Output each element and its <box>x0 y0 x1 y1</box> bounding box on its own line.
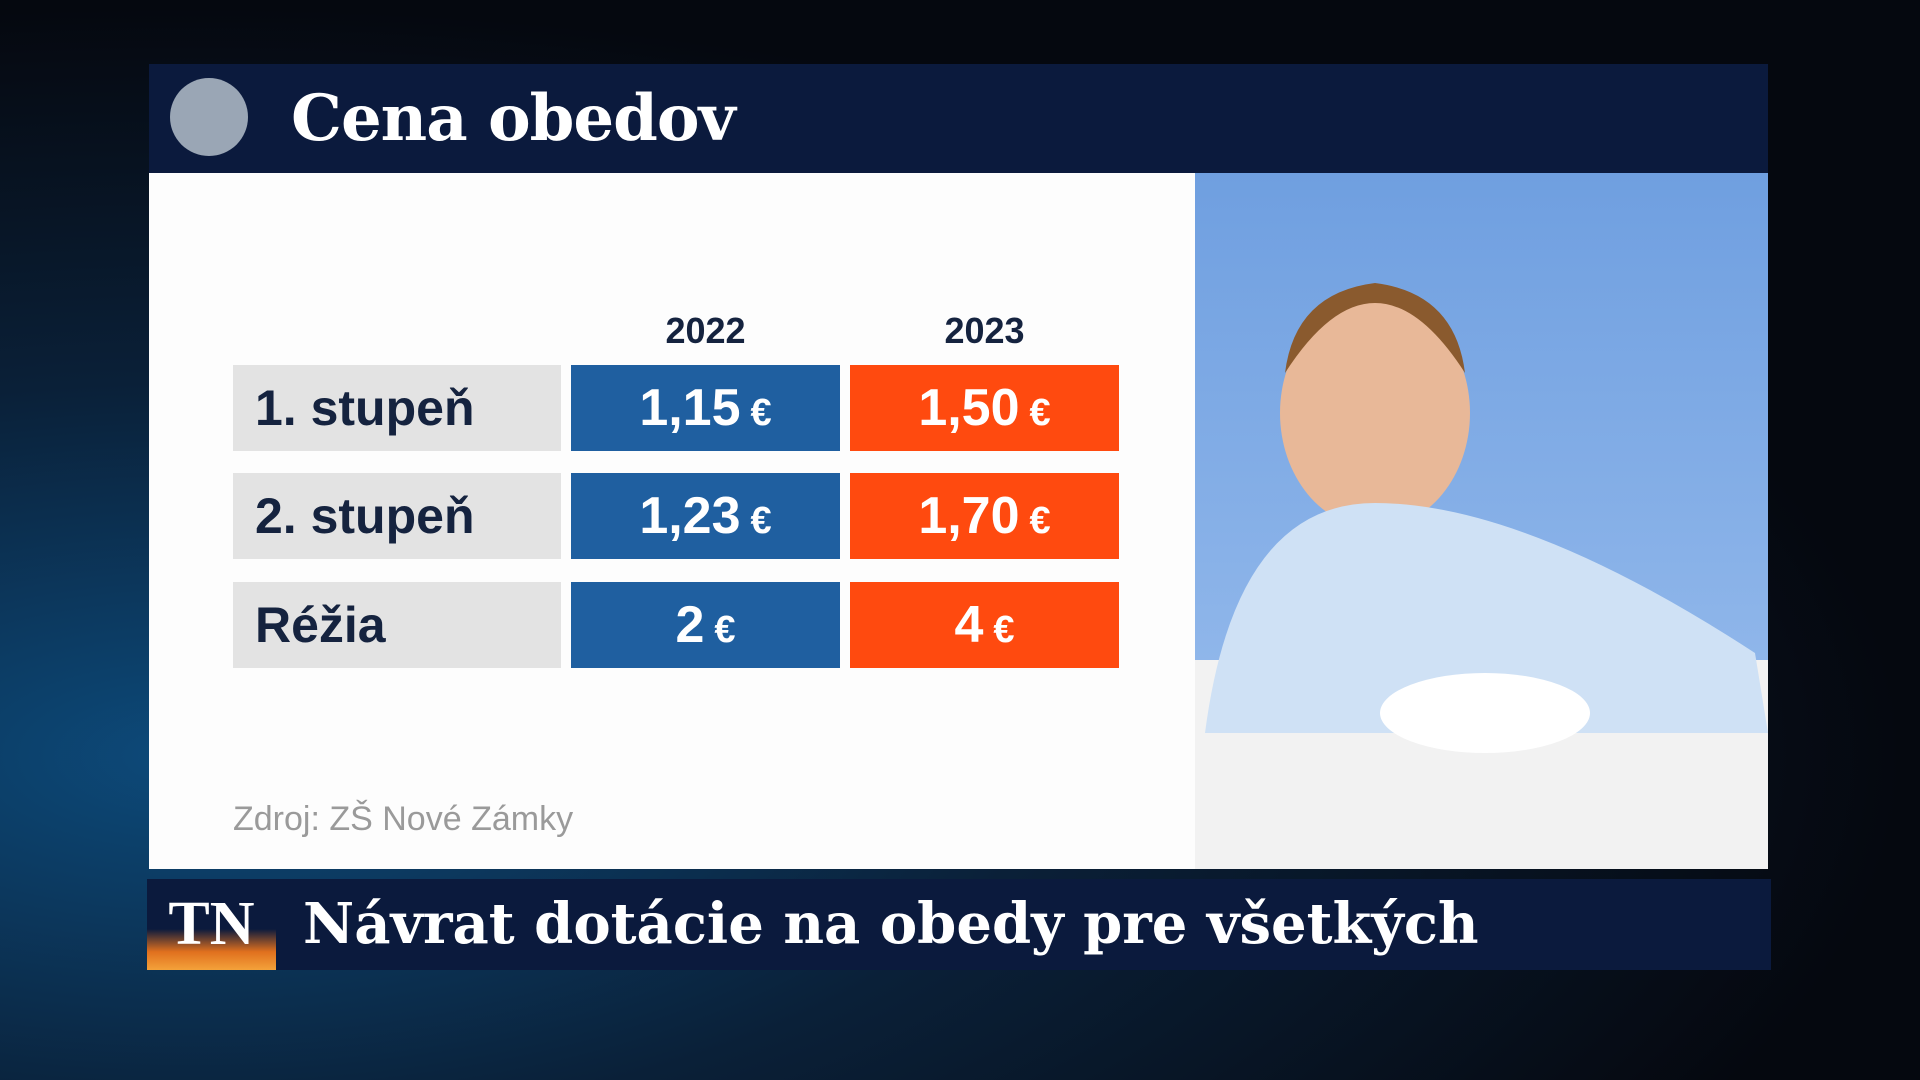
price-cell: 1,15 € <box>571 365 840 451</box>
amount: 2 <box>675 596 705 654</box>
column-header: 2023 <box>944 310 1025 351</box>
price-cell: 2 € <box>571 582 840 668</box>
source: Zdroj: ZŠ Nové Zámky <box>233 800 574 838</box>
row-label: 1. stupeň <box>233 365 561 451</box>
headline: Návrat dotácie na obedy pre všetkých <box>303 891 1479 957</box>
currency: € <box>993 609 1015 651</box>
title: Cena obedov <box>291 81 736 156</box>
amount: 1,23 <box>639 487 741 545</box>
currency: € <box>1029 500 1051 542</box>
price-cell: 1,23 € <box>571 473 840 559</box>
channel-logo: TN <box>147 879 276 970</box>
price-cell: 1,70 € <box>850 473 1119 559</box>
column-header: 2022 <box>665 310 746 351</box>
currency: € <box>750 392 772 434</box>
price-cell: 1,50 € <box>850 365 1119 451</box>
amount: 1,70 <box>918 487 1020 545</box>
lower-third: TN Návrat dotácie na obedy pre všetkých <box>147 879 1771 970</box>
photo-illustration <box>1205 283 1768 753</box>
logo <box>170 78 248 156</box>
amount: 4 <box>954 596 984 654</box>
currency: € <box>1029 392 1051 434</box>
currency: € <box>714 609 736 651</box>
amount: 1,15 <box>639 379 741 437</box>
price-cell: 4 € <box>850 582 1119 668</box>
amount: 1,50 <box>918 379 1020 437</box>
header-bar: Cena obedov <box>149 64 1768 173</box>
currency: € <box>750 500 772 542</box>
row-label: 2. stupeň <box>233 473 561 559</box>
photo <box>1195 173 1768 869</box>
row-label: Réžia <box>233 582 561 668</box>
